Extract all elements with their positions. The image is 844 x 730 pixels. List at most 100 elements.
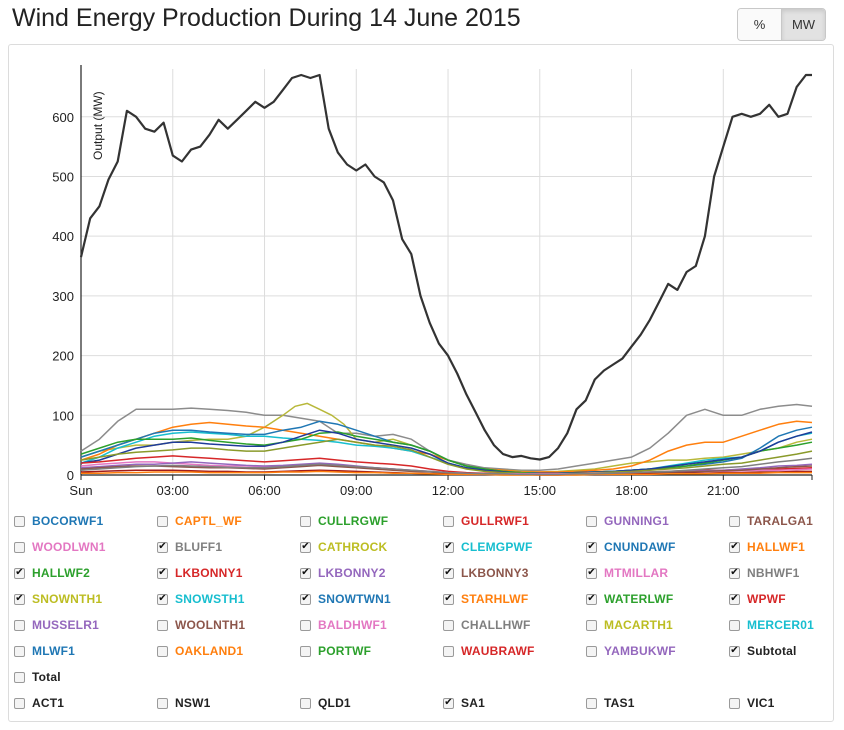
legend-item-total[interactable]: Total xyxy=(14,670,61,684)
legend-item-mercer01[interactable]: MERCER01 xyxy=(729,618,814,632)
percent-toggle-button[interactable]: % xyxy=(738,9,781,40)
legend-checkbox[interactable]: ✔ xyxy=(14,567,25,579)
legend-item-bocorwf1[interactable]: BOCORWF1 xyxy=(14,514,103,528)
legend-label: Subtotal xyxy=(747,644,797,658)
legend-label: PORTWF xyxy=(318,644,372,658)
legend-item-lkbonny2[interactable]: ✔ LKBONNY2 xyxy=(300,566,386,580)
legend-checkbox[interactable]: ✔ xyxy=(586,593,597,605)
mw-toggle-button[interactable]: MW xyxy=(781,9,825,40)
legend-checkbox[interactable]: ✔ xyxy=(300,593,311,605)
legend-checkbox[interactable]: ✔ xyxy=(157,541,168,553)
x-tick-label: 09:00 xyxy=(340,483,373,498)
legend-item-captl-wf[interactable]: CAPTL_WF xyxy=(157,514,242,528)
legend-checkbox[interactable] xyxy=(14,619,25,631)
legend-label: SNOWNTH1 xyxy=(32,592,103,606)
legend-item-cullrgwf[interactable]: CULLRGWF xyxy=(300,514,388,528)
legend-checkbox[interactable] xyxy=(300,515,311,527)
legend-item-oakland1[interactable]: OAKLAND1 xyxy=(157,644,243,658)
legend-checkbox[interactable]: ✔ xyxy=(586,541,597,553)
legend-checkbox[interactable] xyxy=(157,697,168,709)
legend-checkbox[interactable]: ✔ xyxy=(729,541,740,553)
legend-item-starhlwf[interactable]: ✔ STARHLWF xyxy=(443,592,528,606)
legend-item-snowtwn1[interactable]: ✔ SNOWTWN1 xyxy=(300,592,391,606)
legend-item-clemgpwf[interactable]: ✔ CLEMGPWF xyxy=(443,540,533,554)
legend-checkbox[interactable]: ✔ xyxy=(586,567,597,579)
legend-checkbox[interactable] xyxy=(300,645,311,657)
legend-checkbox[interactable] xyxy=(729,619,740,631)
legend-checkbox[interactable]: ✔ xyxy=(443,567,454,579)
legend-checkbox[interactable]: ✔ xyxy=(729,567,740,579)
legend-item-cathrock[interactable]: ✔ CATHROCK xyxy=(300,540,387,554)
legend-label: MERCER01 xyxy=(747,618,814,632)
legend-checkbox[interactable] xyxy=(157,619,168,631)
legend-item-vic1[interactable]: VIC1 xyxy=(729,696,774,710)
legend-checkbox[interactable] xyxy=(14,541,25,553)
legend-item-snownth1[interactable]: ✔ SNOWNTH1 xyxy=(14,592,102,606)
legend-checkbox[interactable] xyxy=(300,619,311,631)
legend-checkbox[interactable] xyxy=(14,697,25,709)
legend-item-yambukwf[interactable]: YAMBUKWF xyxy=(586,644,676,658)
legend-checkbox[interactable]: ✔ xyxy=(729,645,740,657)
legend-item-woodlwn1[interactable]: WOODLWN1 xyxy=(14,540,106,554)
legend-item-tas1[interactable]: TAS1 xyxy=(586,696,635,710)
legend-item-sa1[interactable]: ✔ SA1 xyxy=(443,696,485,710)
grid-lines xyxy=(80,69,812,476)
legend-checkbox[interactable] xyxy=(14,671,25,683)
legend-item-bluff1[interactable]: ✔ BLUFF1 xyxy=(157,540,222,554)
legend-item-mlwf1[interactable]: MLWF1 xyxy=(14,644,75,658)
legend-item-lkbonny3[interactable]: ✔ LKBONNY3 xyxy=(443,566,529,580)
legend-row: MLWF1 OAKLAND1 PORTWF WAUBRAWF YAMBUKWF ✔ Subt… xyxy=(14,644,834,670)
legend-item-mtmillar[interactable]: ✔ MTMILLAR xyxy=(586,566,668,580)
legend-item-qld1[interactable]: QLD1 xyxy=(300,696,351,710)
legend-label: SA1 xyxy=(461,696,485,710)
legend-checkbox[interactable] xyxy=(157,645,168,657)
legend-item-woolnth1[interactable]: WOOLNTH1 xyxy=(157,618,245,632)
legend-item-act1[interactable]: ACT1 xyxy=(14,696,64,710)
legend-item-snowsth1[interactable]: ✔ SNOWSTH1 xyxy=(157,592,245,606)
y-tick-label: 500 xyxy=(52,169,74,184)
legend-item-waubrawf[interactable]: WAUBRAWF xyxy=(443,644,535,658)
legend-checkbox[interactable] xyxy=(300,697,311,709)
legend-checkbox[interactable]: ✔ xyxy=(300,567,311,579)
legend-item-waterlwf[interactable]: ✔ WATERLWF xyxy=(586,592,673,606)
legend-checkbox[interactable] xyxy=(14,645,25,657)
legend-item-lkbonny1[interactable]: ✔ LKBONNY1 xyxy=(157,566,243,580)
legend-item-hallwf1[interactable]: ✔ HALLWF1 xyxy=(729,540,805,554)
legend-item-taralga1[interactable]: TARALGA1 xyxy=(729,514,813,528)
unit-toggle: % MW xyxy=(737,8,826,41)
legend-checkbox[interactable]: ✔ xyxy=(443,593,454,605)
legend-item-subtotal[interactable]: ✔ Subtotal xyxy=(729,644,797,658)
legend-item-gullrwf1[interactable]: GULLRWF1 xyxy=(443,514,529,528)
legend-checkbox[interactable] xyxy=(443,515,454,527)
legend-item-macarth1[interactable]: MACARTH1 xyxy=(586,618,673,632)
legend-item-hallwf2[interactable]: ✔ HALLWF2 xyxy=(14,566,90,580)
legend-item-nsw1[interactable]: NSW1 xyxy=(157,696,210,710)
legend-checkbox[interactable]: ✔ xyxy=(157,593,168,605)
legend-label: SNOWSTH1 xyxy=(175,592,245,606)
legend-checkbox[interactable] xyxy=(729,697,740,709)
legend-checkbox[interactable] xyxy=(586,515,597,527)
legend-checkbox[interactable]: ✔ xyxy=(157,567,168,579)
legend-label: Total xyxy=(32,670,61,684)
legend-checkbox[interactable] xyxy=(14,515,25,527)
legend-item-cnundawf[interactable]: ✔ CNUNDAWF xyxy=(586,540,676,554)
legend-item-challhwf[interactable]: CHALLHWF xyxy=(443,618,531,632)
legend-item-gunning1[interactable]: GUNNING1 xyxy=(586,514,669,528)
legend-checkbox[interactable] xyxy=(157,515,168,527)
legend-checkbox[interactable] xyxy=(586,645,597,657)
legend-item-portwf[interactable]: PORTWF xyxy=(300,644,371,658)
legend-checkbox[interactable]: ✔ xyxy=(443,541,454,553)
legend-checkbox[interactable]: ✔ xyxy=(729,593,740,605)
legend-item-musselr1[interactable]: MUSSELR1 xyxy=(14,618,99,632)
legend-item-wpwf[interactable]: ✔ WPWF xyxy=(729,592,786,606)
legend-item-baldhwf1[interactable]: BALDHWF1 xyxy=(300,618,387,632)
legend-checkbox[interactable]: ✔ xyxy=(14,593,25,605)
legend-checkbox[interactable] xyxy=(729,515,740,527)
legend-checkbox[interactable] xyxy=(443,619,454,631)
legend-checkbox[interactable]: ✔ xyxy=(443,697,454,709)
legend-item-nbhwf1[interactable]: ✔ NBHWF1 xyxy=(729,566,800,580)
legend-checkbox[interactable] xyxy=(443,645,454,657)
legend-checkbox[interactable] xyxy=(586,697,597,709)
legend-checkbox[interactable]: ✔ xyxy=(300,541,311,553)
legend-checkbox[interactable] xyxy=(586,619,597,631)
